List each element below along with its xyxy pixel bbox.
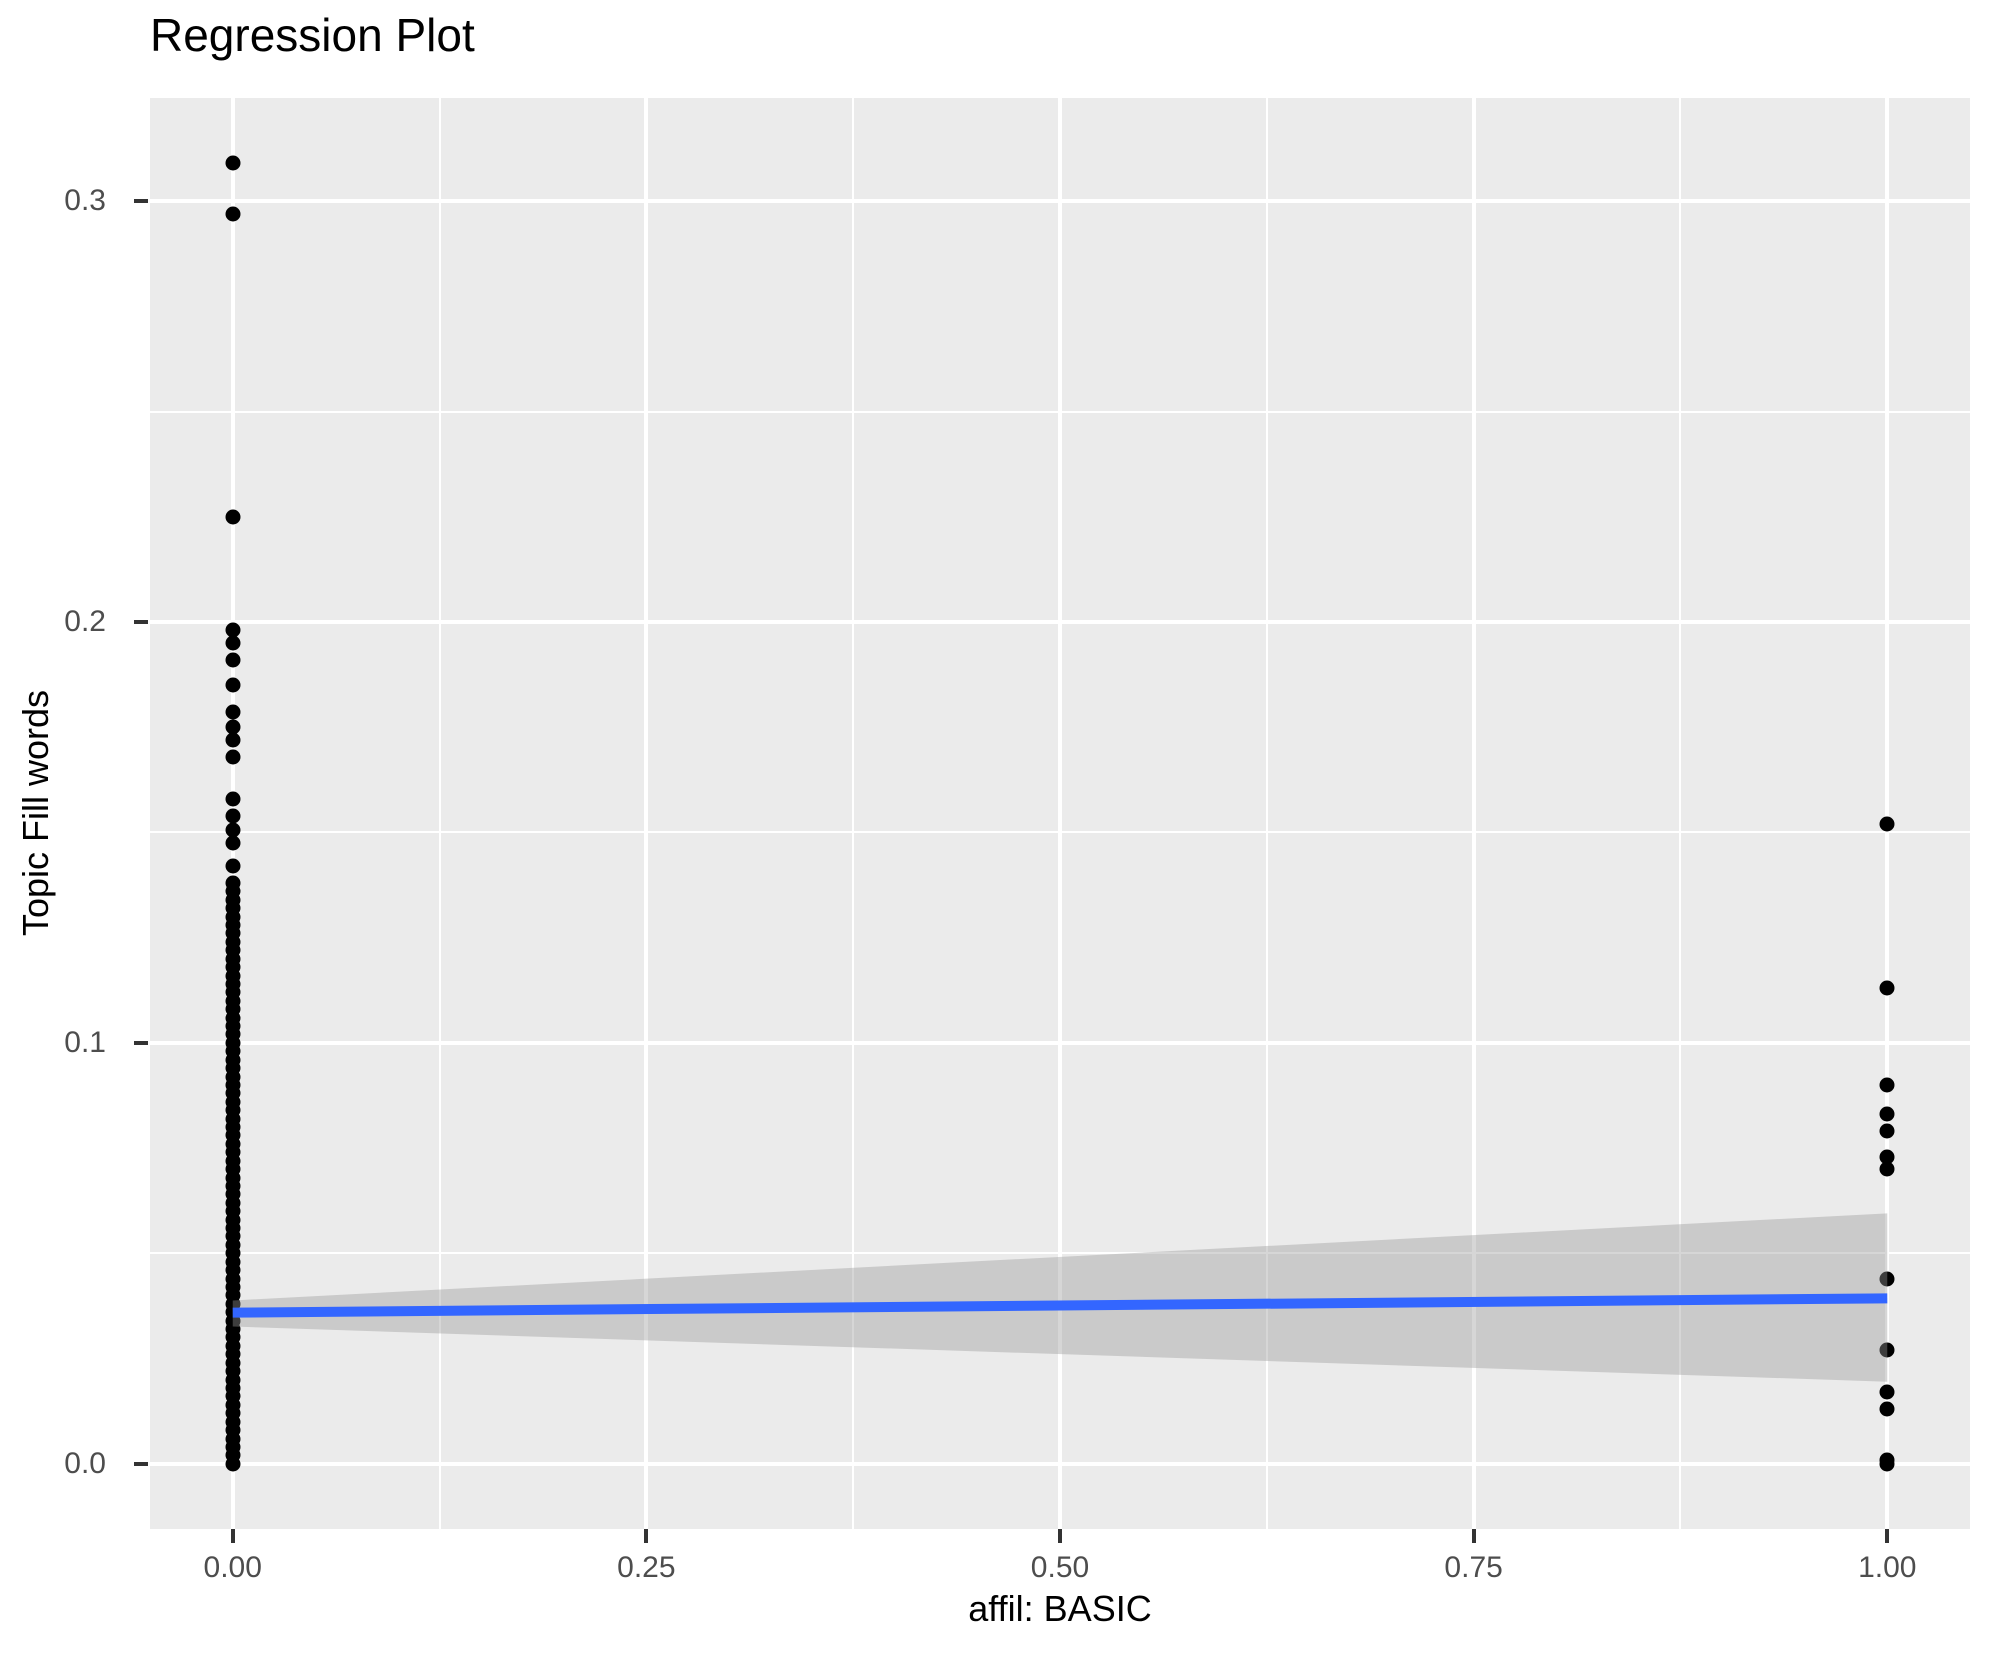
data-point — [1879, 1384, 1895, 1400]
x-tick-label: 0.25 — [617, 1551, 676, 1584]
data-point — [1879, 1161, 1895, 1177]
data-point — [225, 509, 241, 525]
x-major-gridline — [1058, 98, 1062, 1529]
plot-title: Regression Plot — [150, 9, 475, 61]
y-tick-mark — [134, 1461, 148, 1466]
x-tick-mark — [1058, 1529, 1062, 1543]
regression-line — [232, 1293, 1888, 1318]
y-major-gridline — [150, 1461, 1970, 1466]
x-minor-gridline — [1679, 98, 1682, 1529]
y-major-gridline — [150, 1040, 1970, 1045]
x-major-gridline — [1885, 98, 1890, 1529]
plot-panel — [150, 98, 1970, 1529]
x-tick-label: 0.00 — [203, 1551, 262, 1584]
y-tick-label: 0.2 — [64, 604, 106, 638]
x-tick-mark — [1885, 1529, 1890, 1543]
x-tick-mark — [1471, 1529, 1476, 1543]
x-tick-mark — [644, 1529, 649, 1543]
y-axis-title: Topic Fill words — [15, 689, 56, 937]
y-tick-mark — [134, 199, 148, 204]
y-tick-label: 0.1 — [64, 1025, 106, 1059]
x-tick-label: 0.75 — [1444, 1551, 1503, 1584]
data-point — [1879, 816, 1895, 832]
data-point — [1879, 1342, 1895, 1358]
x-axis-title: affil: BASIC — [968, 1588, 1152, 1629]
y-major-gridline — [150, 619, 1970, 624]
data-point — [1879, 1077, 1895, 1093]
data-point — [1879, 1456, 1895, 1472]
data-point — [225, 822, 241, 838]
data-point — [225, 858, 241, 874]
regression-smooth-layer — [232, 1213, 1888, 1382]
y-tick-label: 0.3 — [64, 184, 106, 218]
y-tick-label: 0.0 — [64, 1446, 106, 1480]
x-minor-gridline — [852, 98, 855, 1529]
x-minor-gridline — [438, 98, 441, 1529]
data-point — [225, 704, 241, 720]
data-point — [225, 652, 241, 668]
y-major-gridline — [150, 199, 1970, 204]
data-point — [225, 622, 241, 638]
data-point — [225, 808, 241, 824]
data-point — [1879, 1106, 1895, 1122]
confidence-ribbon — [232, 1213, 1888, 1382]
x-tick-label: 1.00 — [1858, 1551, 1917, 1584]
y-tick-mark — [134, 619, 148, 624]
data-point — [225, 206, 241, 222]
data-point — [225, 635, 241, 651]
data-point — [225, 1456, 241, 1472]
data-point — [225, 835, 241, 851]
data-point — [1879, 980, 1895, 996]
data-point — [225, 791, 241, 807]
data-point — [225, 155, 241, 171]
x-tick-mark — [230, 1529, 235, 1543]
data-point — [225, 719, 241, 735]
data-point — [225, 732, 241, 748]
data-point — [1879, 1271, 1895, 1287]
data-point — [225, 677, 241, 693]
x-minor-gridline — [1265, 98, 1268, 1529]
data-point — [225, 749, 241, 765]
data-point — [1879, 1123, 1895, 1139]
x-axis: 0.00 0.25 0.50 0.75 1.00 — [150, 1529, 1970, 1629]
data-point — [1879, 1149, 1895, 1165]
x-tick-label: 0.50 — [1030, 1551, 1090, 1584]
y-axis: 0.0 0.1 0.2 0.3 — [0, 98, 150, 1529]
data-point — [1879, 1401, 1895, 1417]
y-tick-mark — [134, 1040, 148, 1045]
x-major-gridline — [1471, 98, 1476, 1529]
x-major-gridline — [644, 98, 649, 1529]
